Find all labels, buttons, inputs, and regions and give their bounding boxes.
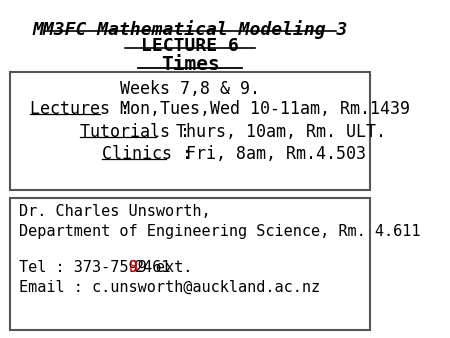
Text: Email : c.unsworth@auckland.ac.nz: Email : c.unsworth@auckland.ac.nz: [18, 280, 319, 295]
Text: Tel : 373-7599 ext.: Tel : 373-7599 ext.: [18, 260, 201, 275]
Text: 8: 8: [129, 260, 139, 275]
Text: Department of Engineering Science, Rm. 4.611: Department of Engineering Science, Rm. 4…: [18, 224, 420, 239]
Text: LECTURE 6: LECTURE 6: [141, 37, 239, 55]
Text: Weeks 7,8 & 9.: Weeks 7,8 & 9.: [120, 80, 260, 98]
Text: MM3FC Mathematical Modeling 3: MM3FC Mathematical Modeling 3: [32, 20, 348, 39]
Text: Mon,Tues,Wed 10-11am, Rm.1439: Mon,Tues,Wed 10-11am, Rm.1439: [100, 100, 410, 118]
Text: Tutorials :: Tutorials :: [80, 123, 190, 141]
Text: Thurs, 10am, Rm. ULT.: Thurs, 10am, Rm. ULT.: [156, 123, 386, 141]
FancyBboxPatch shape: [10, 72, 370, 190]
Text: 2461: 2461: [135, 260, 171, 275]
Text: Lectures :: Lectures :: [30, 100, 130, 118]
Text: Fri, 8am, Rm.4.503: Fri, 8am, Rm.4.503: [166, 145, 365, 163]
Text: Dr. Charles Unsworth,: Dr. Charles Unsworth,: [18, 204, 210, 219]
FancyBboxPatch shape: [10, 198, 370, 330]
Text: Times: Times: [161, 55, 220, 74]
Text: Clinics :: Clinics :: [102, 145, 192, 163]
